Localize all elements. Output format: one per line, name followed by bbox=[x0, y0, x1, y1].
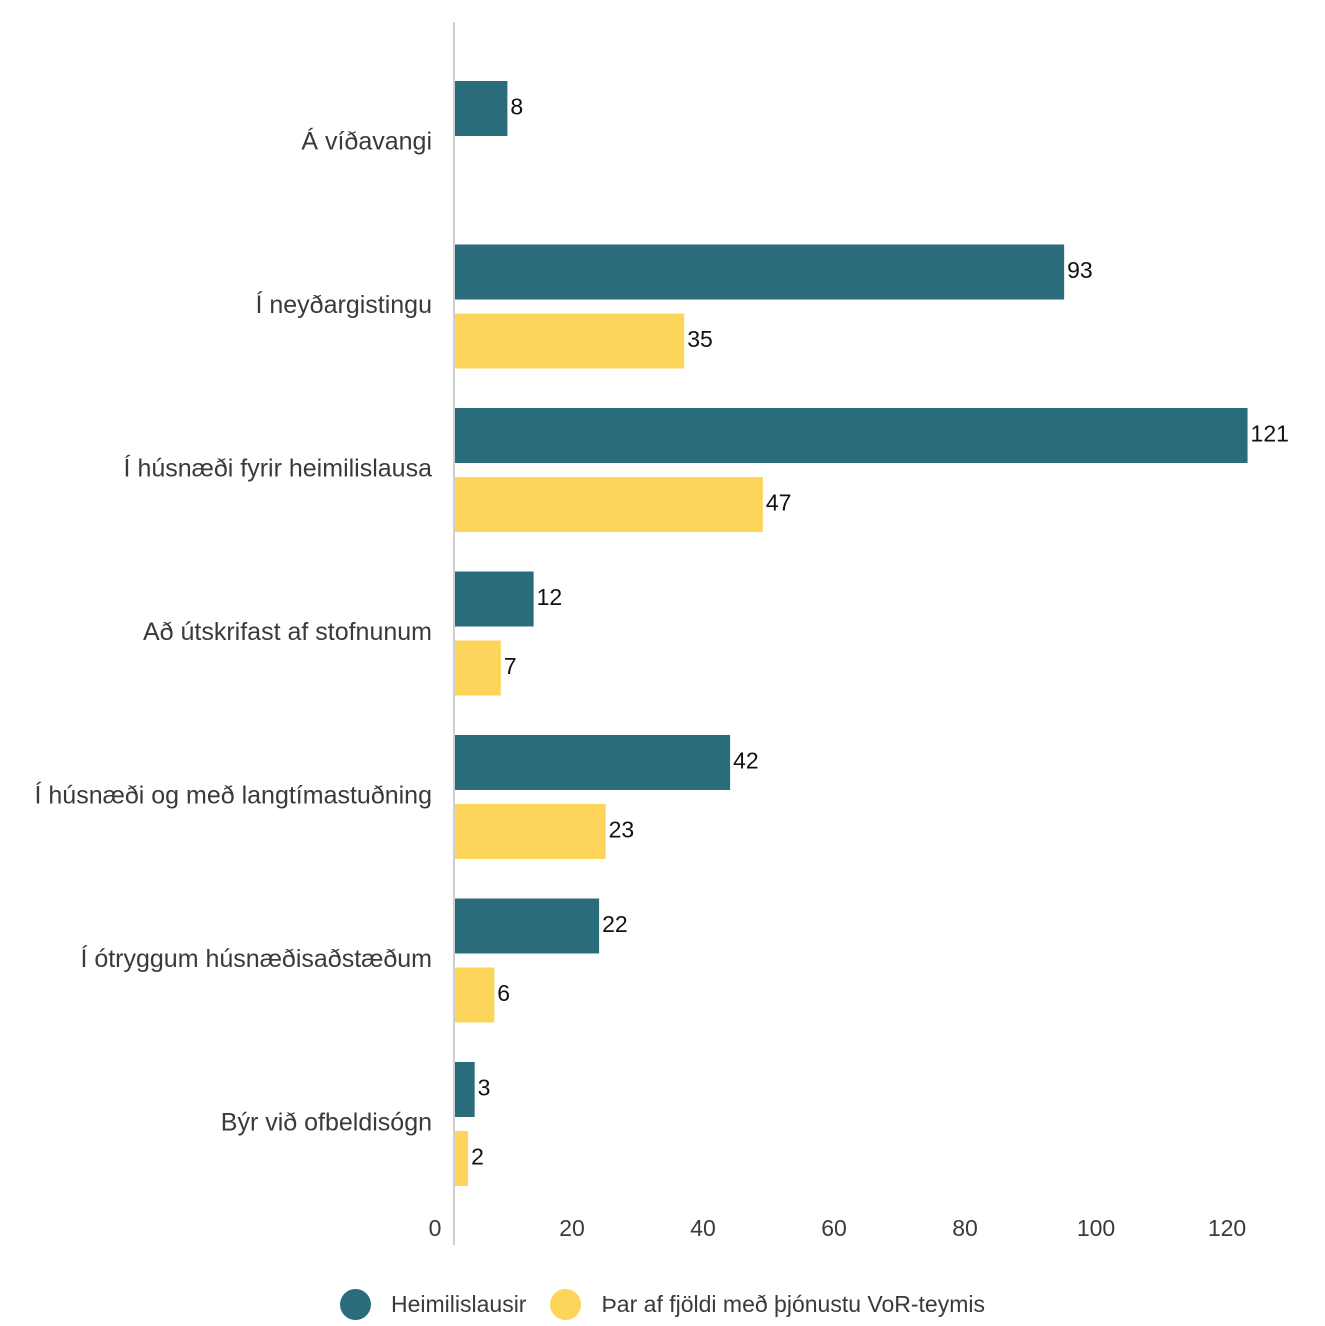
legend-dot-icon bbox=[340, 1288, 371, 1320]
legend-label: Heimilislausir bbox=[391, 1290, 527, 1317]
legend-item-heimilislausir[interactable]: Heimilislausir bbox=[340, 1288, 527, 1320]
data-label: 3 bbox=[478, 1075, 491, 1101]
data-label: 23 bbox=[609, 817, 635, 843]
bar-heimilislausir bbox=[455, 898, 600, 954]
data-label: 2 bbox=[471, 1144, 484, 1170]
bar-vor-teymi bbox=[455, 313, 685, 369]
x-tick-label: 120 bbox=[1208, 1215, 1246, 1241]
data-label: 42 bbox=[733, 748, 759, 774]
category-label: Í húsnæði og með langtímastuðning bbox=[35, 781, 432, 810]
data-label: 6 bbox=[497, 980, 510, 1006]
data-label: 22 bbox=[602, 911, 628, 937]
category-label: Býr við ofbeldisógn bbox=[221, 1109, 432, 1137]
legend-dot-icon bbox=[550, 1288, 582, 1320]
data-label: 12 bbox=[537, 584, 563, 610]
bar-heimilislausir bbox=[455, 735, 731, 790]
category-label: Á víðavangi bbox=[301, 127, 432, 156]
bar-heimilislausir bbox=[455, 571, 534, 627]
bar-heimilislausir bbox=[455, 408, 1248, 463]
data-label: 121 bbox=[1251, 421, 1289, 447]
bars bbox=[455, 81, 1248, 1186]
category-label: Í ótryggum húsnæðisaðstæðum bbox=[80, 944, 432, 973]
bar-heimilislausir bbox=[455, 1062, 475, 1117]
data-label: 8 bbox=[510, 94, 523, 120]
data-label: 47 bbox=[766, 490, 792, 516]
bar-heimilislausir bbox=[455, 81, 508, 136]
bar-heimilislausir bbox=[455, 244, 1065, 300]
data-label: 7 bbox=[504, 653, 517, 679]
x-tick-labels: 0 20 40 60 80 100 120 bbox=[429, 1215, 1247, 1241]
legend-label: Þar af fjöldi með þjónustu VoR-teymis bbox=[601, 1290, 985, 1317]
data-label: 35 bbox=[687, 326, 713, 352]
category-label: Að útskrifast af stofnunum bbox=[143, 618, 432, 646]
category-labels: Á víðavangi Í neyðargistingu Í húsnæði fyr… bbox=[35, 127, 433, 1137]
bar-vor-teymi bbox=[455, 640, 501, 696]
data-label: 93 bbox=[1067, 257, 1093, 283]
x-tick-label: 0 bbox=[429, 1215, 442, 1241]
legend: Heimilislausir Þar af fjöldi með þjónust… bbox=[0, 1284, 1325, 1324]
x-tick-label: 80 bbox=[952, 1215, 978, 1241]
category-label: Í neyðargistingu bbox=[255, 290, 432, 319]
x-tick-label: 40 bbox=[690, 1215, 716, 1241]
bar-vor-teymi bbox=[455, 967, 495, 1023]
x-tick-label: 20 bbox=[559, 1215, 585, 1241]
x-tick-label: 60 bbox=[821, 1215, 847, 1241]
bar-vor-teymi bbox=[455, 477, 763, 532]
bar-vor-teymi bbox=[455, 804, 606, 859]
bar-vor-teymi bbox=[455, 1131, 469, 1186]
x-tick-label: 100 bbox=[1077, 1215, 1115, 1241]
bar-chart: Á víðavangi Í neyðargistingu Í húsnæði fyr… bbox=[35, 22, 1289, 1245]
category-label: Í húsnæði fyrir heimilislausa bbox=[124, 454, 433, 483]
legend-item-vor-teymi[interactable]: Þar af fjöldi með þjónustu VoR-teymis bbox=[550, 1288, 985, 1320]
data-labels: 8 93 35 121 47 12 7 42 23 22 6 3 2 bbox=[471, 94, 1289, 1170]
